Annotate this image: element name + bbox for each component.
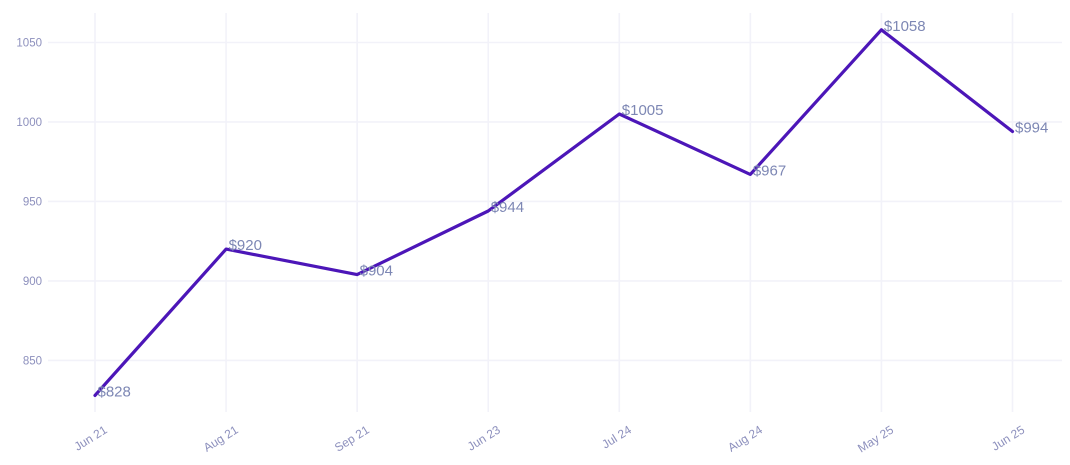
data-point-label: $904 [360,263,393,280]
y-axis-tick-label: 900 [23,276,42,288]
data-point-label: $994 [1015,120,1048,137]
x-axis-tick-label: Jun 23 [465,422,503,453]
data-point-label: $967 [753,162,786,179]
data-point-label: $920 [229,237,262,254]
data-point-label: $828 [98,383,131,400]
y-axis-tick-label: 950 [23,196,42,208]
data-point-label: $1005 [622,102,664,119]
x-axis-tick-label: Jun 21 [72,422,110,453]
data-point-label: $944 [491,199,524,216]
data-point-label: $1058 [884,18,926,35]
x-axis-tick-label: Jun 25 [989,422,1027,453]
data-series-line[interactable] [93,28,1015,397]
x-axis-tick-label: Aug 21 [201,423,241,455]
x-axis-tick-label: Aug 24 [725,423,765,455]
y-axis-tick-label: 850 [23,355,42,367]
x-axis-tick-label: Jul 24 [599,423,634,452]
x-axis-tick-label: May 25 [855,423,896,456]
y-axis-tick-label: 1000 [16,117,42,129]
y-axis-tick-label: 1050 [16,38,42,50]
x-axis-tick-label: Sep 21 [332,423,372,455]
